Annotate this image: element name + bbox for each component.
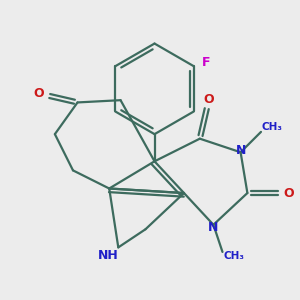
Text: N: N	[208, 220, 219, 233]
Text: O: O	[33, 86, 44, 100]
Text: CH₃: CH₃	[223, 251, 244, 262]
Text: N: N	[236, 143, 247, 157]
Text: O: O	[203, 93, 214, 106]
Text: CH₃: CH₃	[262, 122, 283, 132]
Text: O: O	[284, 187, 294, 200]
Text: NH: NH	[98, 249, 119, 262]
Text: F: F	[202, 56, 211, 69]
